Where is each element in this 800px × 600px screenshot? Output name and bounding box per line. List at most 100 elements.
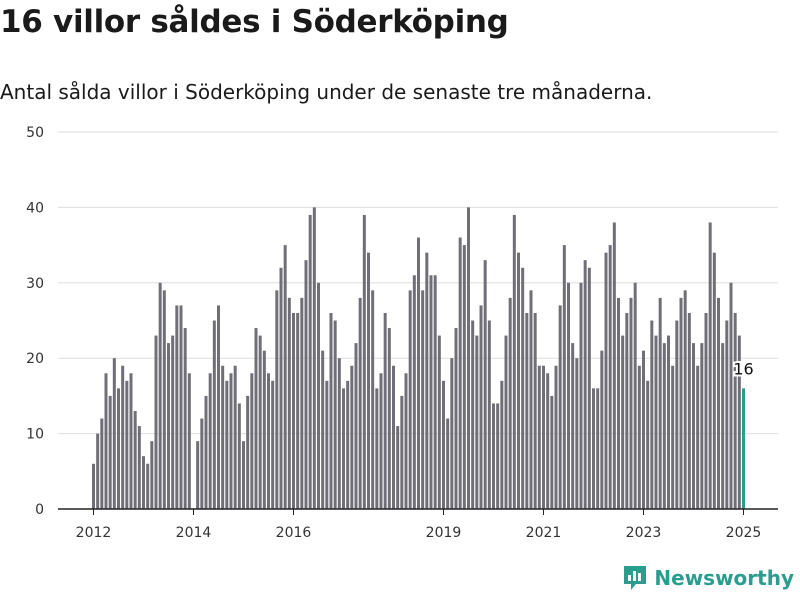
y-tick-label: 30 xyxy=(26,276,44,292)
bar xyxy=(633,282,637,509)
bar xyxy=(200,418,204,509)
bar xyxy=(183,328,187,509)
bar xyxy=(417,237,420,509)
bar xyxy=(242,441,245,509)
bar xyxy=(517,252,520,509)
bar xyxy=(208,373,212,509)
bar xyxy=(387,328,391,509)
bar xyxy=(104,373,108,509)
bar xyxy=(421,290,425,509)
bar xyxy=(342,388,345,509)
bar xyxy=(583,260,587,509)
bar xyxy=(579,282,583,509)
bar xyxy=(529,290,533,509)
bar xyxy=(346,380,350,509)
bar xyxy=(254,328,258,509)
bar xyxy=(121,365,125,509)
bar xyxy=(350,365,354,509)
bar xyxy=(154,335,158,509)
bar xyxy=(300,297,304,509)
bar xyxy=(117,388,120,509)
bar xyxy=(108,395,112,509)
bar xyxy=(142,456,145,509)
bar xyxy=(571,343,575,509)
x-tick-label: 2012 xyxy=(76,525,112,541)
bar xyxy=(662,343,666,509)
bar xyxy=(96,433,100,509)
bar xyxy=(646,380,650,509)
bar xyxy=(246,395,250,509)
bar xyxy=(612,222,616,510)
bar xyxy=(375,388,379,509)
bar xyxy=(379,373,383,509)
bar xyxy=(587,267,591,509)
bar xyxy=(325,380,329,509)
bar xyxy=(687,312,691,509)
bar xyxy=(600,350,604,509)
brand-name: Newsworthy xyxy=(654,566,794,590)
bar xyxy=(525,312,529,509)
bar xyxy=(262,350,266,509)
y-tick-label: 20 xyxy=(26,351,44,367)
bar xyxy=(512,214,516,509)
bar-highlight xyxy=(742,388,745,509)
bar xyxy=(250,373,254,509)
bar xyxy=(400,395,404,509)
bar xyxy=(558,305,562,509)
bar xyxy=(521,267,525,509)
bar xyxy=(542,365,545,509)
bar xyxy=(412,275,416,509)
bar xyxy=(683,290,687,509)
bar xyxy=(321,350,325,509)
bar xyxy=(258,335,262,509)
bar xyxy=(100,418,104,509)
bar xyxy=(312,207,316,509)
bar xyxy=(654,335,658,509)
bar xyxy=(629,297,633,509)
bar xyxy=(462,245,466,509)
bar xyxy=(625,312,629,509)
bar xyxy=(112,358,116,509)
bar xyxy=(404,373,408,509)
bar xyxy=(637,365,641,509)
bar xyxy=(296,312,300,509)
bar xyxy=(642,350,645,509)
y-tick-label: 50 xyxy=(26,125,44,141)
bar xyxy=(146,463,150,509)
bars xyxy=(92,207,745,510)
bar xyxy=(92,463,95,509)
bar xyxy=(271,380,275,509)
bar xyxy=(442,380,445,509)
bar xyxy=(225,380,229,509)
bar xyxy=(575,358,579,509)
bar xyxy=(396,426,400,509)
bar xyxy=(279,267,283,509)
bar xyxy=(333,320,337,509)
bar xyxy=(229,373,233,509)
newsworthy-logo: Newsworthy xyxy=(622,564,794,592)
bar xyxy=(704,312,708,509)
bar xyxy=(162,290,166,509)
bar xyxy=(125,380,129,509)
bar xyxy=(129,373,133,509)
bar xyxy=(667,335,670,509)
bar xyxy=(408,290,412,509)
axes: 0 10 20 30 40 50 16 2012 2014 2016 2019 2021 2023 202… xyxy=(26,125,778,541)
bar xyxy=(700,343,704,509)
bar xyxy=(604,252,608,509)
bar xyxy=(233,365,237,509)
bar xyxy=(204,395,208,509)
bar xyxy=(504,335,508,509)
bar xyxy=(425,252,429,509)
bar xyxy=(471,320,475,509)
x-tick-label: 2014 xyxy=(176,525,212,541)
chart-subtitle: Antal sålda villor i Söderköping under d… xyxy=(0,80,653,104)
bar xyxy=(650,320,654,509)
bar xyxy=(275,290,279,509)
y-tick-label: 0 xyxy=(35,502,44,518)
bar xyxy=(675,320,679,509)
bar xyxy=(712,252,716,509)
bar xyxy=(133,410,137,509)
bar xyxy=(329,312,333,509)
bar xyxy=(171,335,175,509)
